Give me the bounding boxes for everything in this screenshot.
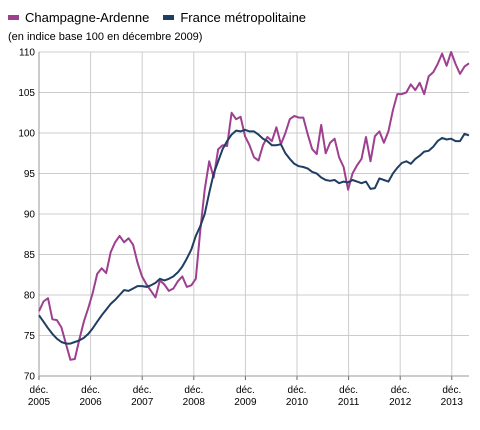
x-tick-label-month-7: déc. bbox=[391, 385, 410, 396]
y-tick-label-90: 90 bbox=[24, 210, 36, 221]
y-tick-label-105: 105 bbox=[18, 88, 35, 99]
x-tick-label-year-4: 2009 bbox=[234, 397, 257, 408]
y-tick-label-75: 75 bbox=[24, 331, 36, 342]
x-tick-label-month-6: déc. bbox=[339, 385, 358, 396]
x-tick-label-month-4: déc. bbox=[236, 385, 255, 396]
series-line-champagne-ardenne bbox=[38, 51, 470, 361]
x-tick-label-month-5: déc. bbox=[288, 385, 307, 396]
x-tick-label-year-7: 2012 bbox=[389, 397, 412, 408]
y-tick-label-95: 95 bbox=[24, 169, 36, 180]
y-tick-label-85: 85 bbox=[24, 250, 36, 261]
x-tick-label-year-2: 2007 bbox=[131, 397, 154, 408]
chart-legend: Champagne-Ardenne France métropolitaine bbox=[8, 8, 320, 26]
x-tick-label-month-8: déc. bbox=[442, 385, 461, 396]
legend-label-champagne-ardenne: Champagne-Ardenne bbox=[25, 9, 150, 25]
x-tick-label-month-0: déc. bbox=[30, 385, 49, 396]
chart-subtitle: (en indice base 100 en décembre 2009) bbox=[8, 31, 203, 43]
y-tick-label-100: 100 bbox=[18, 129, 35, 140]
legend-swatch-france-metropolitaine bbox=[163, 14, 175, 20]
legend-label-france-metropolitaine: France métropolitaine bbox=[180, 9, 307, 25]
legend-item-france-metropolitaine[interactable]: France métropolitaine bbox=[163, 10, 306, 25]
y-tick-label-110: 110 bbox=[19, 48, 35, 59]
x-tick-label-year-6: 2011 bbox=[338, 397, 360, 408]
x-tick-label-year-5: 2010 bbox=[286, 397, 309, 408]
y-tick-label-80: 80 bbox=[24, 291, 36, 302]
x-tick-label-month-3: déc. bbox=[184, 385, 203, 396]
x-tick-label-year-3: 2008 bbox=[183, 397, 206, 408]
x-tick-label-month-1: déc. bbox=[81, 385, 100, 396]
x-tick-label-year-0: 2005 bbox=[28, 397, 51, 408]
legend-item-champagne-ardenne[interactable]: Champagne-Ardenne bbox=[8, 10, 149, 25]
series-line-france-metropolitaine bbox=[38, 128, 470, 345]
y-tick-label-70: 70 bbox=[24, 372, 36, 383]
x-tick-label-year-1: 2006 bbox=[79, 397, 102, 408]
legend-swatch-champagne-ardenne bbox=[8, 14, 19, 20]
x-tick-label-year-8: 2013 bbox=[441, 397, 464, 408]
x-tick-label-month-2: déc. bbox=[133, 385, 152, 396]
